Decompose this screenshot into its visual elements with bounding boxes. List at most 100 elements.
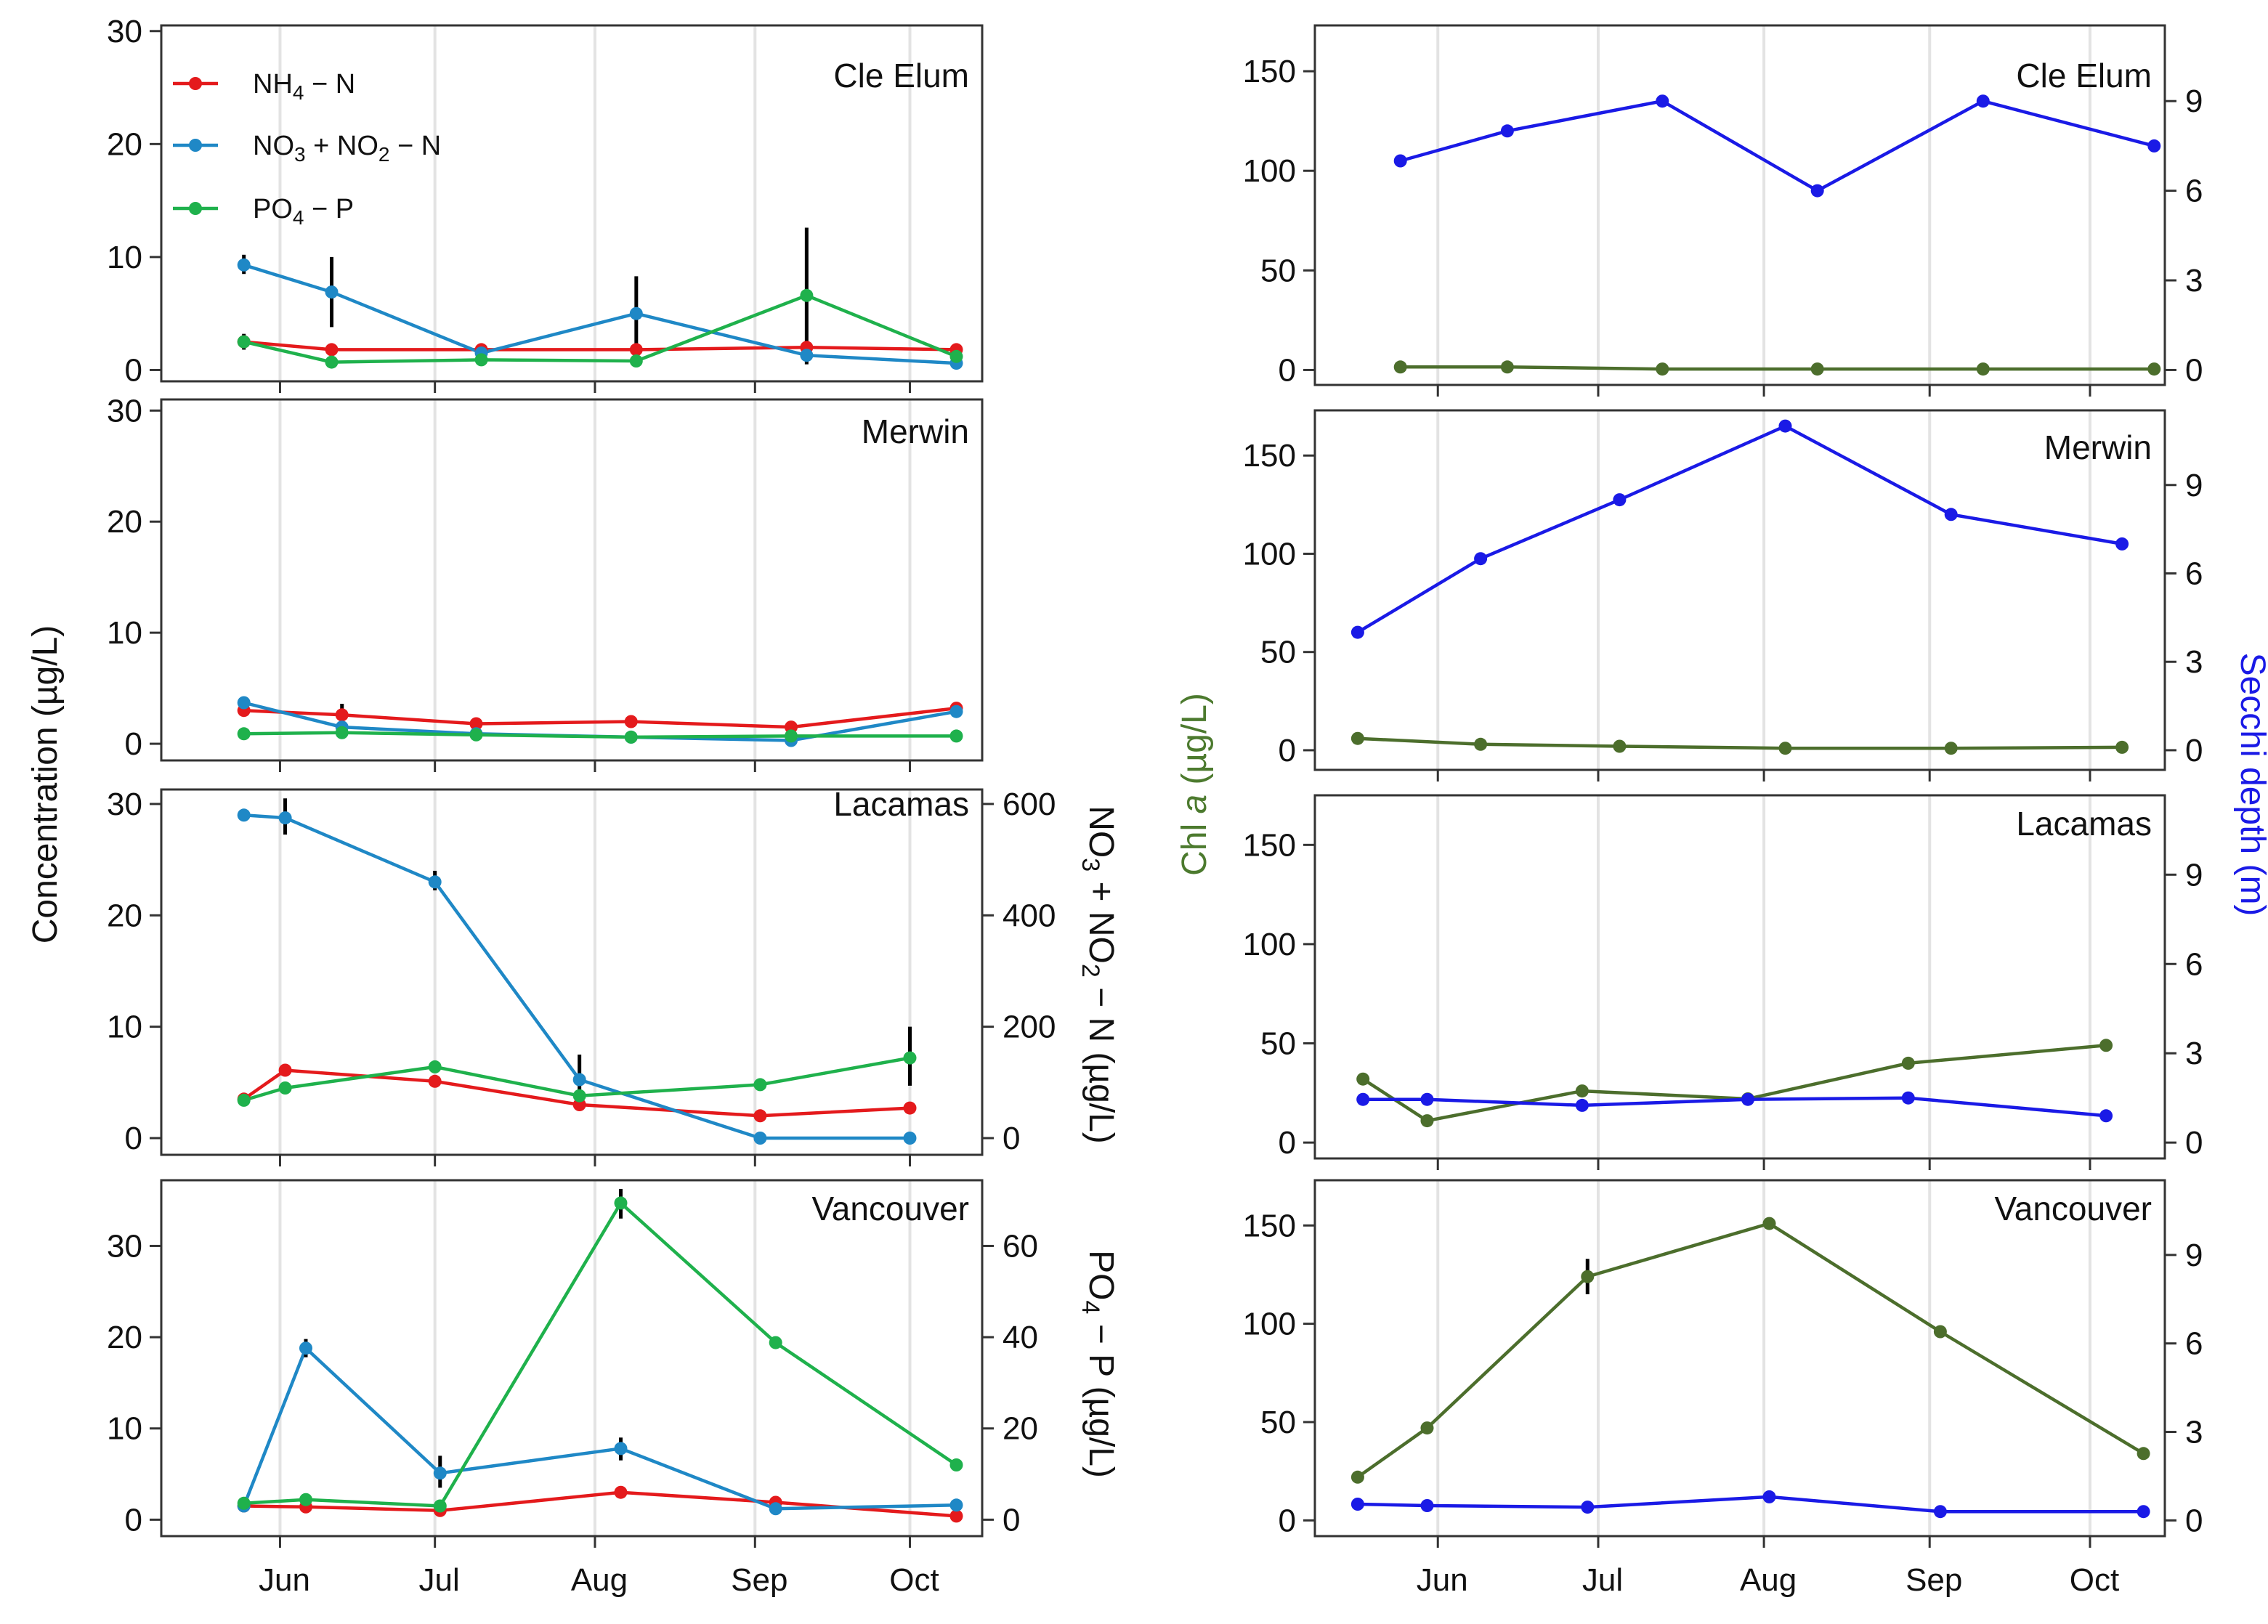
data-point-chl-a (1356, 1072, 1370, 1086)
x-tick-label-sep: Sep (1905, 1562, 1962, 1598)
data-point-po4-p (325, 355, 339, 369)
data-point-secchi-depth (2115, 537, 2129, 551)
data-point-chl-a (2147, 362, 2161, 376)
data-point-nh4-n (624, 715, 638, 728)
data-point-no3-no2-n (769, 1502, 782, 1516)
series-line-no3-no2-n (242, 1345, 957, 1511)
data-point-po4-p (278, 1081, 292, 1095)
data-point-no3-no2-n (629, 306, 643, 320)
x-tick-label-jun: Jun (1417, 1562, 1468, 1598)
panel-title: Lacamas (833, 785, 969, 823)
right-y-tick-label: 9 (2185, 84, 2203, 119)
data-point-secchi-depth (1613, 493, 1627, 507)
panel-title: Cle Elum (833, 57, 969, 94)
data-point-no3-no2-n (428, 875, 442, 889)
data-point-secchi-depth (1420, 1499, 1434, 1512)
data-point-nh4-n (903, 1101, 917, 1115)
y-tick-label: 50 (1260, 635, 1296, 670)
data-point-secchi-depth (1500, 124, 1514, 138)
data-point-chl-a (1500, 360, 1514, 374)
data-point-secchi-depth (1741, 1092, 1754, 1106)
data-point-nh4-n (428, 1074, 442, 1088)
data-point-po4-p (474, 353, 488, 367)
x-tick-label-sep: Sep (731, 1562, 787, 1598)
data-point-chl-a (1350, 1470, 1364, 1484)
data-point-nh4-n (325, 343, 339, 357)
right-y-tick-label: 400 (1003, 898, 1056, 933)
legend-marker-nh4 (189, 77, 202, 90)
series-line-nh4-n (243, 1490, 957, 1518)
y-tick-label: 10 (107, 240, 142, 275)
y-tick-label: 20 (107, 504, 142, 540)
x-tick-label-oct: Oct (889, 1562, 939, 1598)
panel-r3: 0 50 100 150 0 3 6 9 Lacamas (1243, 794, 2203, 1170)
data-point-secchi-depth (1393, 154, 1407, 168)
data-point-nh4-n (753, 1109, 767, 1123)
y-tick-label: 10 (107, 615, 142, 651)
right-y-tick-label: 6 (2185, 556, 2203, 591)
data-point-nh4-n (614, 1485, 628, 1499)
panel-title: Cle Elum (2016, 57, 2152, 94)
right-y-tick-label: 200 (1003, 1010, 1056, 1045)
right-y-tick-label: 3 (2185, 1415, 2203, 1450)
panel-frame (160, 398, 984, 762)
data-point-chl-a (1762, 1217, 1776, 1230)
data-point-no3-no2-n (903, 1132, 917, 1145)
panel-r4: Jun Jul Aug Sep Oct 0 50 100 150 0 3 6 9 Vancouver (1243, 1179, 2203, 1598)
data-point-no3-no2-n (753, 1132, 767, 1145)
data-point-nh4-n (785, 720, 798, 734)
data-point-secchi-depth (1762, 1490, 1776, 1503)
y-tick-label: 0 (1279, 352, 1296, 388)
panel-l3: 0 10 20 30 0 200 400 600 Lacamas (107, 785, 1056, 1166)
panel-title: Merwin (2044, 429, 2152, 466)
data-point-secchi-depth (1810, 184, 1824, 198)
right-y-tick-label: 60 (1003, 1228, 1038, 1264)
data-point-no3-no2-n (433, 1466, 447, 1480)
y-tick-label: 10 (107, 1411, 142, 1447)
series-line-chl-a (1356, 1222, 2145, 1479)
data-point-chl-a (1656, 362, 1669, 376)
data-point-secchi-depth (1356, 1092, 1370, 1106)
y-tick-label: 30 (107, 14, 142, 49)
data-point-secchi-depth (1778, 419, 1792, 433)
data-point-chl-a (1976, 362, 1990, 376)
data-point-secchi-depth (1944, 508, 1958, 521)
series-line-secchi-depth (1400, 99, 2155, 193)
y-tick-label: 30 (107, 787, 142, 822)
panel-l4: Jun Jul Aug Sep Oct 0 10 20 30 0 20 40 60 Vancouver (107, 1179, 1038, 1598)
y-tick-label: 0 (1279, 1503, 1296, 1538)
data-point-chl-a (1350, 731, 1364, 745)
po4-right-axis-label: PO4 − P (µg/L) (1077, 1250, 1120, 1478)
data-point-chl-a (1420, 1421, 1434, 1435)
x-tick-label-jul: Jul (419, 1562, 460, 1598)
data-point-no3-no2-n (237, 696, 251, 710)
data-point-chl-a (1901, 1056, 1915, 1070)
data-point-chl-a (2099, 1039, 2113, 1052)
data-point-po4-p (949, 729, 963, 743)
right-y-tick-label: 0 (2185, 352, 2203, 388)
data-point-po4-p (335, 726, 349, 739)
legend-label-nox: NO3 + NO2 − N (253, 131, 441, 166)
data-point-secchi-depth (1976, 94, 1990, 108)
y-tick-label: 150 (1243, 438, 1296, 474)
panel-frame (160, 788, 984, 1156)
legend-marker-nox (189, 139, 202, 152)
data-point-po4-p (469, 728, 483, 742)
data-point-po4-p (614, 1196, 628, 1210)
data-point-chl-a (1420, 1114, 1434, 1128)
panel-r2: 0 50 100 150 0 3 6 9 Merwin (1243, 409, 2203, 781)
data-point-po4-p (903, 1051, 917, 1065)
right-y-tick-label: 3 (2185, 644, 2203, 680)
right-y-tick-label: 6 (2185, 946, 2203, 982)
y-tick-label: 50 (1260, 1026, 1296, 1062)
data-point-chl-a (1474, 737, 1488, 751)
y-tick-label: 100 (1243, 927, 1296, 962)
x-tick-label-oct: Oct (2070, 1562, 2119, 1598)
data-point-po4-p (949, 1458, 963, 1471)
y-tick-label: 0 (125, 726, 142, 762)
series-line-secchi-depth (1357, 1495, 2144, 1514)
panel-title: Vancouver (811, 1190, 969, 1227)
series-line-chl-a (1357, 736, 2123, 750)
y-tick-label: 100 (1243, 153, 1296, 189)
